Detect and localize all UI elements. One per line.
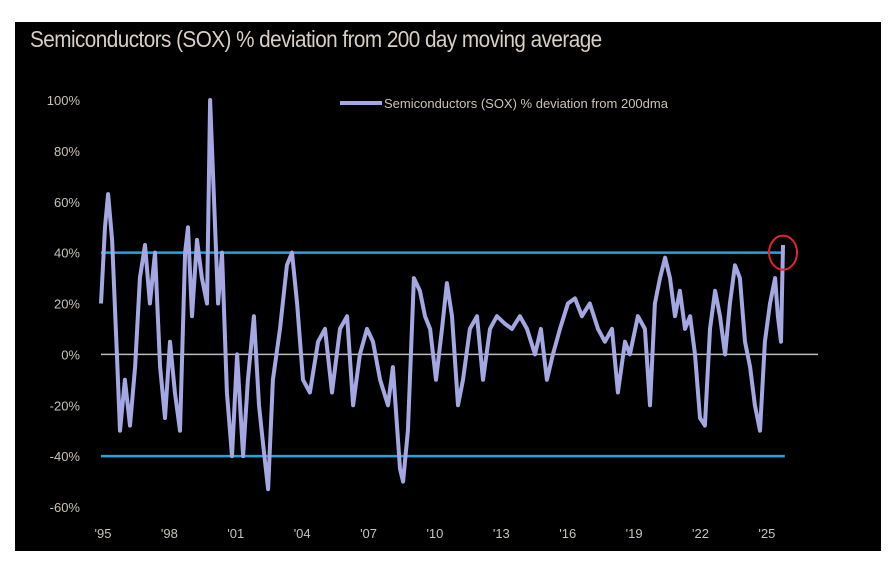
x-tick-label: '95 (95, 526, 112, 541)
x-tick-label: '25 (758, 526, 775, 541)
y-tick-label: -40% (50, 449, 81, 464)
highlight-circle (768, 234, 799, 271)
annotation (768, 234, 799, 271)
x-tick-label: '07 (360, 526, 377, 541)
y-tick-label: 0% (61, 347, 80, 362)
x-axis: '95 '98 '01 '04 '07 '10 '13 '16 '19 '22 '25 (95, 526, 776, 541)
y-tick-label: -20% (50, 398, 81, 413)
y-axis: 100% 80% 60% 40% 20% 0% -20% -40% -60% (47, 93, 81, 515)
x-tick-label: '13 (493, 526, 510, 541)
y-tick-label: 100% (47, 93, 81, 108)
legend-label: Semiconductors (SOX) % deviation from 20… (384, 96, 669, 111)
x-tick-label: '04 (294, 526, 311, 541)
legend: Semiconductors (SOX) % deviation from 20… (340, 96, 669, 111)
x-tick-label: '22 (692, 526, 709, 541)
y-tick-label: 80% (54, 144, 80, 159)
x-tick-label: '01 (227, 526, 244, 541)
y-tick-label: 40% (54, 246, 80, 261)
x-tick-label: '19 (626, 526, 643, 541)
series-group (99, 98, 785, 492)
y-tick-label: 20% (54, 297, 80, 312)
y-tick-label: 60% (54, 195, 80, 210)
series-line-0 (99, 98, 785, 492)
x-tick-label: '98 (161, 526, 178, 541)
x-tick-label: '10 (426, 526, 443, 541)
chart-title: Semiconductors (SOX) % deviation from 20… (30, 26, 602, 52)
y-tick-label: -60% (50, 500, 81, 515)
x-tick-label: '16 (559, 526, 576, 541)
